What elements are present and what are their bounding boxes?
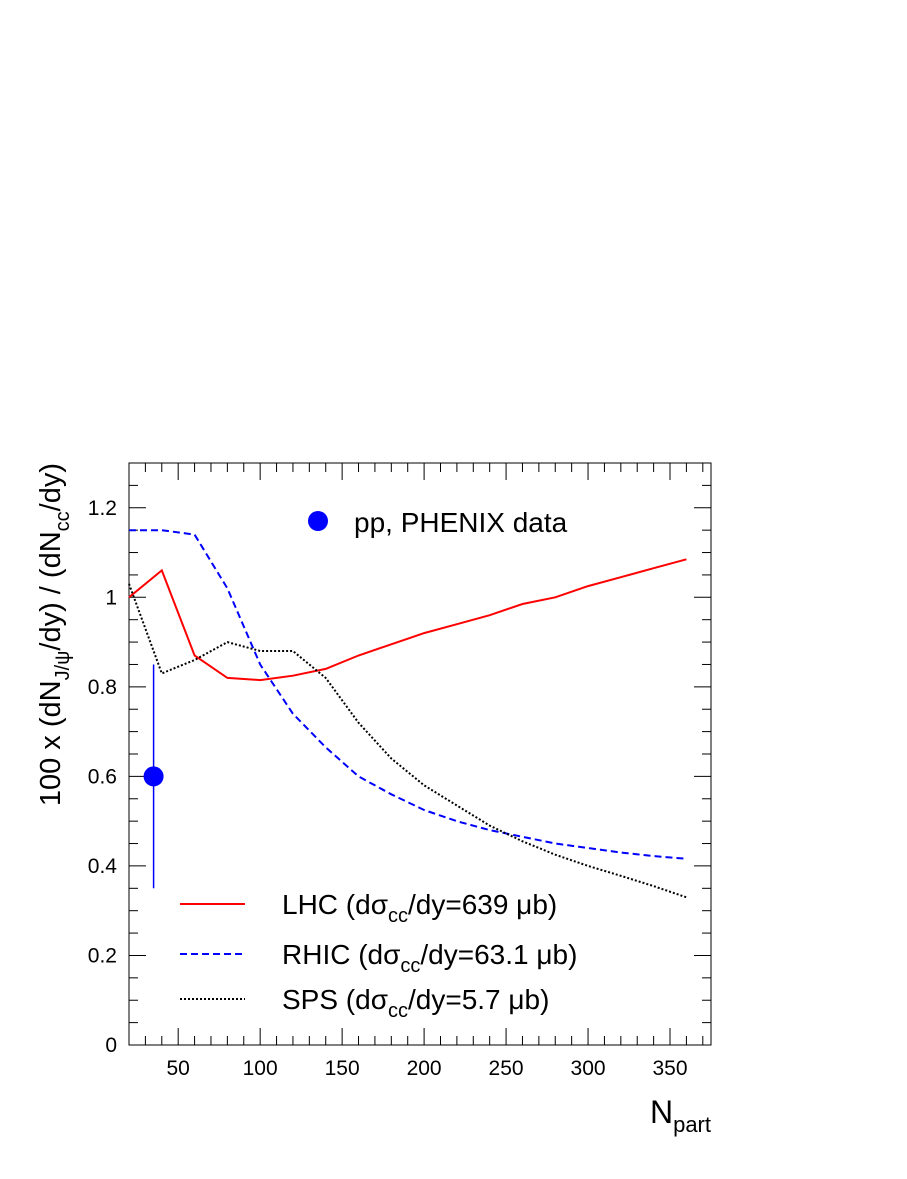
y-tick-label: 1.2 [88, 497, 117, 520]
x-axis-title-sub: part [673, 1112, 711, 1137]
legend-label-sps: SPS (dσcc/dy=5.7 μb) [282, 984, 549, 1022]
legend-label-rhic: RHIC (dσcc/dy=63.1 μb) [282, 939, 577, 977]
legend-label-phenix: pp, PHENIX data [354, 507, 568, 538]
series-layer [128, 529, 687, 899]
series-line-rhic [129, 529, 687, 860]
series-line-sps [128, 583, 687, 899]
y-axis-title-sub1: J/ψ [52, 651, 74, 681]
legend-label-sub: cc [388, 1000, 408, 1022]
x-tick-label: 300 [571, 1057, 606, 1080]
legend-label-sub: cc [388, 905, 408, 927]
legend-label-prefix: SPS (dσ [282, 984, 388, 1015]
legend-label-prefix: RHIC (dσ [282, 939, 400, 970]
legend-label-sub: cc [400, 955, 420, 977]
x-tick-label: 350 [652, 1057, 687, 1080]
x-tick-label: 250 [489, 1057, 524, 1080]
y-tick-label: 0 [105, 1034, 117, 1057]
y-axis-title-prefix: 100 x (dN [35, 680, 67, 806]
y-axis-title-sub2: cc [52, 511, 74, 531]
legend-label-lhc: LHC (dσcc/dy=639 μb) [282, 889, 557, 927]
y-tick-label: 0.8 [88, 676, 117, 699]
x-tick-label: 150 [325, 1057, 360, 1080]
legend-label-prefix: LHC (dσ [282, 889, 388, 920]
series-line-lhc [128, 558, 687, 682]
legend-marker-phenix [308, 511, 328, 531]
legend-label-suffix: /dy=5.7 μb) [408, 984, 549, 1015]
y-tick-label: 0.6 [88, 765, 117, 788]
x-tick-label: 200 [407, 1057, 442, 1080]
x-tick-label: 50 [167, 1057, 190, 1080]
y-tick-label: 0.4 [88, 855, 118, 878]
legend-label-suffix: /dy=639 μb) [408, 889, 557, 920]
y-tick-label: 0.2 [88, 944, 117, 967]
x-axis-title: Npart [650, 1094, 711, 1137]
data-point-marker [143, 766, 164, 787]
legend-label-suffix: /dy=63.1 μb) [420, 939, 577, 970]
x-tick-label: 100 [243, 1057, 278, 1080]
tick-labels: 50 100 150 200 250 300 350 0 0.2 0.4 0.6 0.8 1 1.2 [88, 497, 688, 1080]
y-axis-title-mid: /dy) / (dN [35, 531, 67, 650]
y-tick-label: 1 [105, 586, 117, 609]
x-axis-title-main: N [650, 1094, 673, 1130]
y-axis-title: 100 x (dNJ/ψ/dy) / (dNcc/dy) [35, 463, 74, 806]
y-axis-title-suffix: /dy) [35, 463, 67, 511]
points-layer [143, 664, 164, 889]
